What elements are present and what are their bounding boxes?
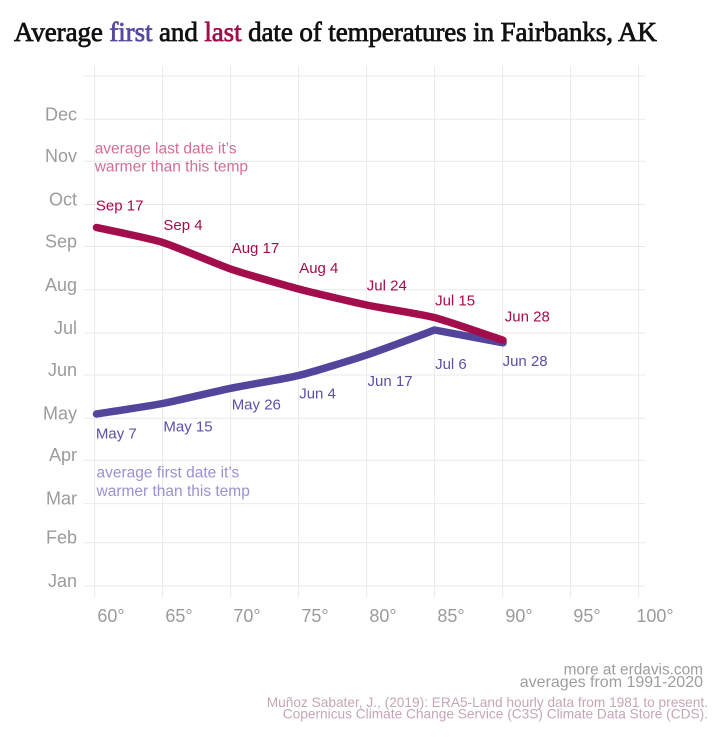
svg-text:warmer than this temp: warmer than this temp <box>94 159 248 176</box>
svg-text:Oct: Oct <box>49 190 77 210</box>
svg-text:average first date it’s: average first date it’s <box>97 465 240 482</box>
svg-text:Jun 28: Jun 28 <box>503 353 548 370</box>
svg-text:65°: 65° <box>165 606 192 626</box>
svg-text:85°: 85° <box>437 606 464 626</box>
svg-text:Muñoz Sabater, J., (2019): ERA: Muñoz Sabater, J., (2019): ERA5-Land hou… <box>267 695 708 710</box>
svg-text:May 15: May 15 <box>163 419 212 436</box>
svg-text:Jul 15: Jul 15 <box>435 293 475 310</box>
svg-text:Mar: Mar <box>46 489 77 509</box>
svg-text:Aug: Aug <box>45 275 77 295</box>
svg-text:Jul 6: Jul 6 <box>435 356 467 373</box>
svg-text:Jun 28: Jun 28 <box>505 309 550 326</box>
svg-text:95°: 95° <box>573 606 600 626</box>
svg-text:averages from 1991-2020: averages from 1991-2020 <box>520 674 703 691</box>
svg-text:Jul 24: Jul 24 <box>367 277 407 294</box>
svg-text:Aug 17: Aug 17 <box>232 240 280 257</box>
svg-text:80°: 80° <box>369 606 396 626</box>
svg-text:Apr: Apr <box>49 445 77 465</box>
svg-text:Jun 4: Jun 4 <box>299 385 336 402</box>
svg-text:more at erdavis.com: more at erdavis.com <box>564 661 703 678</box>
svg-text:Jun: Jun <box>48 360 77 380</box>
svg-text:May 7: May 7 <box>96 425 137 442</box>
svg-text:Jan: Jan <box>48 571 77 591</box>
svg-text:May 26: May 26 <box>232 397 281 414</box>
svg-text:Average first and last date of: Average first and last date of temperatu… <box>14 17 657 47</box>
svg-text:75°: 75° <box>301 606 328 626</box>
svg-text:May: May <box>43 403 77 423</box>
svg-text:100°: 100° <box>636 606 673 626</box>
svg-text:70°: 70° <box>233 606 260 626</box>
svg-text:Sep 17: Sep 17 <box>96 198 144 215</box>
svg-text:60°: 60° <box>97 606 124 626</box>
svg-text:Copernicus Climate Change Serv: Copernicus Climate Change Service (C3S) … <box>283 706 708 721</box>
svg-text:90°: 90° <box>505 606 532 626</box>
svg-text:Sep 4: Sep 4 <box>163 217 202 234</box>
svg-text:Jun 17: Jun 17 <box>368 373 413 390</box>
svg-text:Feb: Feb <box>46 528 77 548</box>
svg-text:Dec: Dec <box>45 104 77 124</box>
svg-text:average last date it’s: average last date it’s <box>95 141 237 158</box>
svg-text:warmer than this temp: warmer than this temp <box>96 483 250 500</box>
svg-text:Sep: Sep <box>45 232 77 252</box>
svg-text:Aug 4: Aug 4 <box>299 260 338 277</box>
svg-text:Nov: Nov <box>45 146 77 166</box>
svg-text:Jul: Jul <box>54 318 77 338</box>
